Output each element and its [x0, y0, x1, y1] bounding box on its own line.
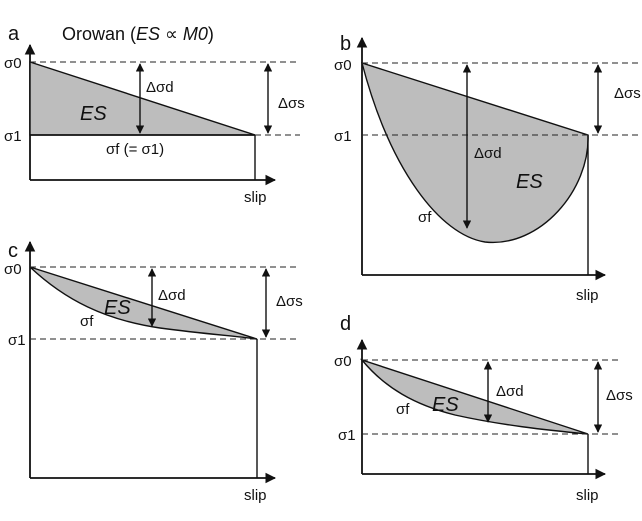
panel-c-sigma-f-label: σf [80, 313, 94, 330]
panel-b-energy-region [361, 61, 589, 244]
panel-b-letter: b [340, 33, 351, 55]
panel-c-energy-region [29, 266, 258, 340]
panel-c: c σ0 σ1 ES Δσd Δσs σf slip [4, 240, 303, 504]
panel-a-sigma0-label: σ0 [4, 55, 22, 72]
panel-c-sigma1-label: σ1 [8, 332, 26, 349]
panel-b-sigma0-label: σ0 [334, 57, 352, 74]
panel-d-sigma-f-label: σf [396, 401, 410, 418]
panel-c-delta-sigma-d-label: Δσd [158, 287, 186, 304]
panel-d: d σ0 σ1 ES Δσd Δσs σf slip [334, 313, 633, 504]
panel-c-sigma0-label: σ0 [4, 261, 22, 278]
panel-a-letter: a [8, 23, 20, 45]
panel-c-letter: c [8, 240, 18, 262]
panel-d-letter: d [340, 313, 351, 335]
panel-a-sigma-f-note: σf (= σ1) [106, 141, 164, 158]
panel-c-energy-label: ES [104, 297, 131, 319]
panel-d-energy-region [359, 358, 589, 435]
panel-d-slip-label: slip [576, 487, 599, 504]
panel-a-delta-sigma-d-label: Δσd [146, 79, 174, 96]
panel-d-sigma1-label: σ1 [338, 427, 356, 444]
panel-b-sigma-f-label: σf [418, 209, 432, 226]
panel-b-delta-sigma-s-label: Δσs [614, 85, 641, 102]
panel-a-sigma1-label: σ1 [4, 128, 22, 145]
panel-c-delta-sigma-s-label: Δσs [276, 293, 303, 310]
panel-a-title: Orowan (ES ∝ M0) [62, 24, 214, 44]
panel-b-energy-label: ES [516, 171, 543, 193]
panel-a-slip-label: slip [244, 189, 267, 206]
panel-a-energy-region [29, 61, 256, 136]
panel-d-delta-sigma-d-label: Δσd [496, 383, 524, 400]
panel-d-sigma0-label: σ0 [334, 353, 352, 370]
panel-a: a Orowan (ES ∝ M0) σ0 σ1 ES Δσd Δσs σf (… [4, 23, 305, 206]
panel-c-slip-label: slip [244, 487, 267, 504]
panel-b-delta-sigma-d-label: Δσd [474, 145, 502, 162]
panel-b-sigma1-label: σ1 [334, 128, 352, 145]
panel-d-energy-label: ES [432, 394, 459, 416]
panel-d-delta-sigma-s-label: Δσs [606, 387, 633, 404]
panel-b-slip-label: slip [576, 287, 599, 304]
panel-a-delta-sigma-s-label: Δσs [278, 95, 305, 112]
panel-b: b σ0 σ1 ES Δσd Δσs σf slip [334, 33, 642, 304]
panel-a-energy-label: ES [80, 103, 107, 125]
